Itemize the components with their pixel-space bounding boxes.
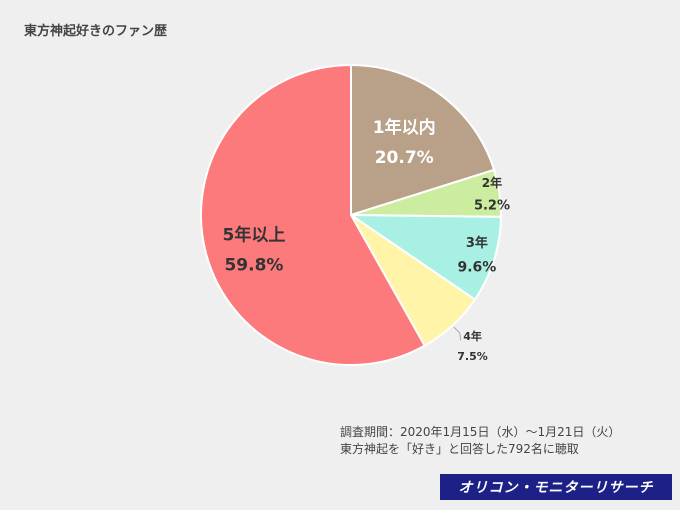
slice-4-leader-line [453, 326, 461, 341]
survey-period: 調査期間：2020年1月15日（水）～1月21日（火） [340, 425, 621, 439]
slice-3-value-label: 9.6% [457, 259, 496, 275]
slice-1-wedge [350, 63, 496, 217]
slice-3-label: 3年 [466, 235, 488, 251]
slice-5-wedge [200, 63, 427, 366]
chart-title: 東方神起好きのファン歴 [24, 24, 168, 39]
slice-5-label: 5年以上 [223, 225, 286, 246]
slice-2-value-label: 5.2% [474, 199, 510, 214]
slice-1-label: 1年以内 [373, 117, 436, 138]
survey-sample: 東方神起を「好き」と回答した792名に聴取 [340, 442, 579, 456]
slice-3-wedge [347, 213, 503, 301]
slice-4-value-label: 7.5% [457, 350, 488, 363]
slice-2-label: 2年 [482, 175, 502, 190]
slice-5-value-label: 59.8% [224, 256, 283, 276]
survey-footnote: 調査期間：2020年1月15日（水）～1月21日（火） 東方神起を「好き」と回答… [340, 424, 620, 458]
slice-4-label: 4年 [463, 329, 482, 343]
slice-1-value-label: 20.7% [375, 148, 434, 168]
brand-logo: オリコン・モニターリサーチ [440, 474, 672, 500]
